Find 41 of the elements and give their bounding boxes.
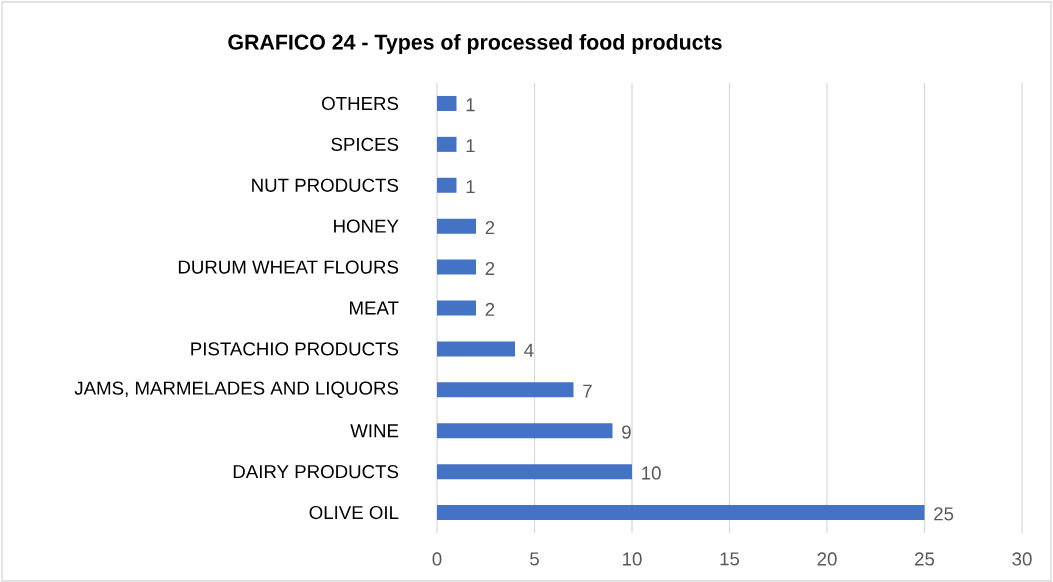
y-tick-label: PISTACHIO PRODUCTS (191, 342, 399, 356)
bar (437, 218, 476, 234)
x-tick-label: 0 (432, 552, 442, 566)
bar (437, 300, 476, 316)
x-tick-label: 30 (1012, 552, 1032, 566)
y-tick-label: DAIRY PRODUCTS (233, 465, 399, 479)
x-tick-label: 15 (720, 552, 740, 566)
data-label: 10 (642, 466, 661, 480)
data-label: 25 (934, 507, 954, 521)
y-tick-label: SPICES (331, 137, 399, 151)
chart-title: GRAFICO 24 - Types of processed food products (228, 34, 722, 54)
y-tick-label: DURUM WHEAT FLOURS (178, 260, 399, 274)
y-tick-label: HONEY (334, 219, 399, 233)
y-tick-label: OLIVE OIL (309, 505, 399, 520)
bar (437, 95, 457, 111)
y-tick-label: OTHERS (322, 96, 399, 111)
data-label: 1 (466, 180, 475, 194)
x-tick-label: 5 (530, 552, 539, 566)
data-label: 7 (583, 384, 592, 398)
y-tick-label: NUT PRODUCTS (252, 178, 399, 192)
data-label: 1 (466, 98, 475, 112)
data-label: 2 (485, 302, 495, 316)
bar (437, 505, 925, 521)
data-label: 9 (622, 425, 631, 439)
bar (437, 341, 515, 357)
y-tick-label: MEAT (350, 301, 399, 315)
y-tick-label: JAMS, MARMELADES AND LIQUORS (74, 381, 399, 399)
bar (437, 423, 613, 439)
x-tick-label: 20 (817, 552, 837, 566)
y-tick-label: WINE (350, 424, 399, 438)
x-tick-label: 10 (623, 552, 642, 566)
bar (437, 177, 457, 193)
bar (437, 259, 476, 275)
bar (437, 136, 457, 152)
x-tick-label: 25 (915, 552, 935, 566)
data-label: 2 (485, 261, 495, 275)
data-label: 2 (485, 220, 495, 235)
data-label: 1 (466, 139, 475, 153)
bar (437, 464, 632, 480)
bar (437, 382, 574, 398)
data-label: 4 (524, 343, 534, 357)
